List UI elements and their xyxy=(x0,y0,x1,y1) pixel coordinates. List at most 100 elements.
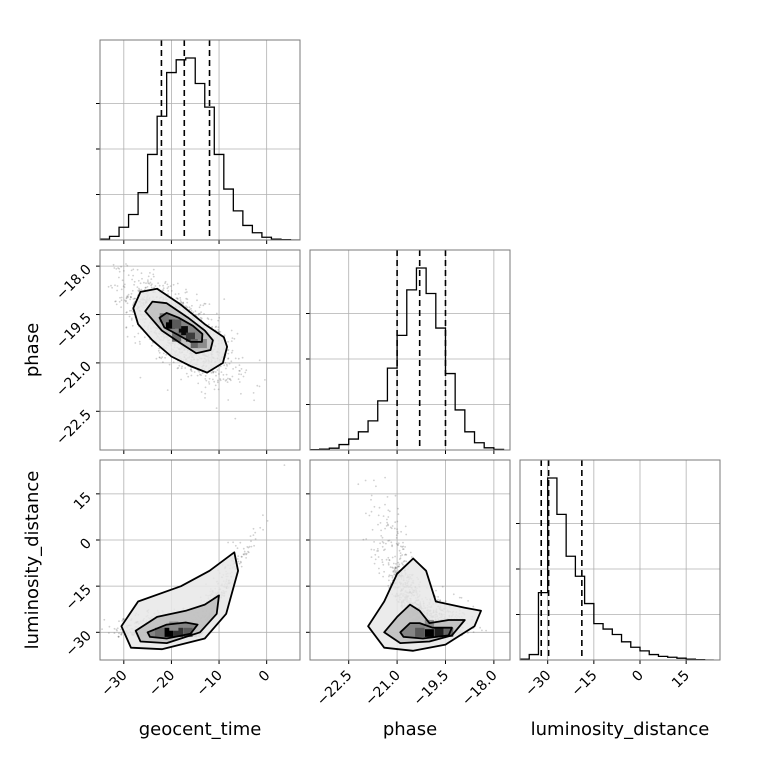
density-cell xyxy=(415,627,425,637)
density-cell xyxy=(172,319,182,329)
density-cell xyxy=(155,627,165,637)
sample-point xyxy=(362,538,365,541)
sample-point xyxy=(130,317,133,320)
sample-point xyxy=(394,494,397,497)
sample-point xyxy=(242,547,245,550)
sample-point xyxy=(397,507,399,510)
sample-point xyxy=(182,301,185,304)
sample-point xyxy=(161,289,164,292)
sample-point xyxy=(230,340,233,342)
sample-point xyxy=(125,296,128,299)
sample-point xyxy=(370,510,373,513)
sample-point xyxy=(401,562,403,565)
sample-point xyxy=(227,357,230,360)
sample-point xyxy=(177,367,180,369)
sample-point xyxy=(388,559,391,561)
sample-point xyxy=(386,523,389,526)
sample-point xyxy=(137,279,140,282)
sample-point xyxy=(101,628,103,630)
sample-point xyxy=(172,283,175,286)
sample-point xyxy=(383,570,385,573)
sample-point xyxy=(118,300,121,303)
sample-point xyxy=(472,605,475,608)
sample-point xyxy=(234,366,237,369)
sample-point xyxy=(370,556,373,558)
sample-point xyxy=(121,620,124,622)
sample-point xyxy=(409,551,412,554)
sample-point xyxy=(150,344,153,347)
sample-point xyxy=(401,554,404,556)
contour-line-2 xyxy=(134,594,220,644)
density-cell xyxy=(172,332,182,342)
sample-point xyxy=(398,549,401,552)
sample-point xyxy=(398,558,401,560)
contour-line-1 xyxy=(120,551,240,651)
sample-point xyxy=(365,538,368,540)
sample-point xyxy=(218,316,221,319)
histogram-panel-phase xyxy=(306,249,511,454)
sample-point xyxy=(210,371,213,374)
sample-point xyxy=(384,476,386,479)
sample-point xyxy=(120,306,122,309)
sample-point xyxy=(387,524,390,527)
sample-point xyxy=(167,290,170,292)
sample-point xyxy=(216,379,219,382)
sample-point xyxy=(222,374,225,376)
sample-point xyxy=(120,299,123,302)
sample-point xyxy=(126,302,129,305)
sample-point xyxy=(117,267,119,269)
sample-point xyxy=(205,379,208,382)
sample-point xyxy=(244,371,247,374)
sample-point xyxy=(176,367,179,370)
density-cell xyxy=(178,326,188,336)
sample-point xyxy=(96,310,98,312)
contour-line-1 xyxy=(132,287,229,374)
sample-point xyxy=(152,275,155,278)
sample-point xyxy=(394,567,397,570)
sample-point xyxy=(262,514,264,517)
sample-point xyxy=(169,285,172,287)
contour-line-3 xyxy=(399,622,453,640)
sample-point xyxy=(150,284,153,287)
sample-point xyxy=(402,548,404,551)
sample-point xyxy=(381,558,383,561)
sample-point xyxy=(137,332,140,335)
sample-point xyxy=(110,284,112,287)
sample-point xyxy=(373,541,375,543)
sample-point xyxy=(283,464,286,466)
sample-point xyxy=(405,533,408,536)
sample-point xyxy=(394,571,396,574)
sample-point xyxy=(365,512,367,515)
sample-point xyxy=(398,563,401,566)
sample-point xyxy=(118,267,121,270)
sample-point xyxy=(94,620,96,622)
sample-point xyxy=(198,312,201,315)
sample-point xyxy=(395,537,398,539)
sample-point xyxy=(208,381,210,383)
xlabel-geocent-time: geocent_time xyxy=(139,719,262,740)
sample-point xyxy=(231,337,234,339)
density-cell xyxy=(190,339,200,349)
sample-point xyxy=(121,632,123,635)
sample-point xyxy=(168,363,171,366)
sample-point xyxy=(231,349,234,352)
sample-point xyxy=(223,364,226,367)
sample-point xyxy=(377,514,380,517)
sample-point xyxy=(397,544,400,546)
sample-point xyxy=(224,379,227,382)
sample-point xyxy=(176,298,179,300)
sample-point xyxy=(376,548,379,550)
sample-point xyxy=(117,635,120,638)
sample-point xyxy=(131,324,134,327)
sample-point xyxy=(190,307,192,310)
y-tick-label: 15 xyxy=(71,489,95,513)
sample-point xyxy=(132,268,135,271)
sample-point xyxy=(243,550,246,553)
sample-point xyxy=(152,341,154,344)
sample-point xyxy=(236,332,239,335)
sample-point xyxy=(237,357,240,360)
sample-point xyxy=(250,545,253,548)
sample-point xyxy=(246,546,249,548)
sample-point xyxy=(410,556,413,558)
